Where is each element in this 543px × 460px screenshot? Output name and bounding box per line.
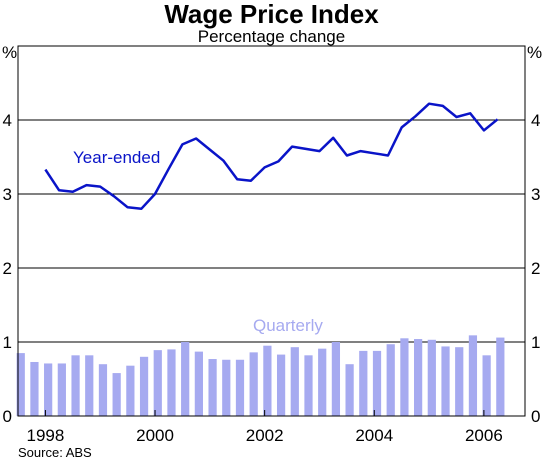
quarterly-bar: [16, 353, 25, 416]
plot-frame: [17, 45, 526, 417]
quarterly-bar: [57, 363, 66, 416]
quarterly-bar: [263, 345, 272, 416]
y-unit-left: %: [2, 43, 17, 62]
quarterly-bar: [44, 363, 53, 416]
quarterly-bar: [455, 347, 464, 416]
chart-subtitle: Percentage change: [198, 27, 345, 46]
quarterly-bar: [30, 361, 39, 416]
y-tick-right-4: 4: [531, 111, 540, 130]
quarterly-bar: [441, 346, 450, 416]
quarterly-bar: [249, 352, 258, 416]
quarterly-bar: [290, 347, 299, 416]
quarterly-bar: [181, 342, 190, 416]
quarterly-bar: [98, 364, 108, 416]
y-unit-right: %: [527, 43, 542, 62]
quarterly-bar: [235, 359, 245, 416]
quarterly-bar: [414, 339, 423, 416]
quarterly-bar: [496, 337, 505, 416]
quarterly-bar: [400, 338, 409, 416]
quarterly-label: Quarterly: [253, 316, 323, 335]
x-tick-label-3: 2004: [355, 426, 393, 445]
quarterly-bar: [71, 355, 80, 416]
source-note: Source: ABS: [18, 445, 92, 460]
quarterly-bar: [194, 351, 203, 416]
chart-title: Wage Price Index: [164, 0, 379, 29]
y-tick-left-0: 0: [3, 407, 12, 426]
quarterly-bar: [468, 335, 478, 416]
gridlines: [18, 119, 525, 343]
x-tick-labels: 1998 2000 2002 2004 2006: [26, 410, 503, 445]
quarterly-bar: [318, 348, 327, 416]
quarterly-bar: [276, 354, 286, 416]
quarterly-bar: [126, 365, 135, 416]
quarterly-bar: [331, 342, 341, 416]
quarterly-bar: [482, 355, 491, 416]
x-tick-label-4: 2006: [465, 426, 503, 445]
y-tick-labels: 0 0 1 1 2 2 3 3 4 4: [3, 111, 541, 426]
y-tick-right-2: 2: [531, 259, 540, 278]
y-tick-left-1: 1: [3, 333, 12, 352]
quarterly-bar: [222, 359, 231, 416]
quarterly-bar: [359, 350, 368, 416]
y-tick-left-4: 4: [3, 111, 12, 130]
quarterly-bar: [427, 339, 436, 416]
year-ended-line: [44, 102, 499, 211]
x-tick-label-0: 1998: [26, 426, 64, 445]
quarterly-bar: [208, 359, 217, 416]
quarterly-bar: [345, 364, 354, 416]
x-tick-label-1: 2000: [136, 426, 174, 445]
quarterly-bar: [139, 356, 149, 416]
x-tick-label-2: 2002: [246, 426, 284, 445]
quarterly-bar: [153, 350, 162, 416]
y-tick-right-1: 1: [531, 333, 540, 352]
y-tick-right-3: 3: [531, 185, 540, 204]
y-tick-left-3: 3: [3, 185, 12, 204]
y-tick-left-2: 2: [3, 259, 12, 278]
quarterly-bar: [85, 355, 94, 416]
quarterly-bar: [112, 373, 121, 416]
quarterly-bar: [167, 349, 176, 416]
quarterly-bar: [386, 344, 395, 416]
year-ended-label: Year-ended: [73, 148, 160, 167]
quarterly-bars: [16, 335, 505, 416]
quarterly-bar: [372, 350, 382, 416]
quarterly-bar: [304, 355, 313, 416]
y-tick-right-0: 0: [531, 407, 540, 426]
